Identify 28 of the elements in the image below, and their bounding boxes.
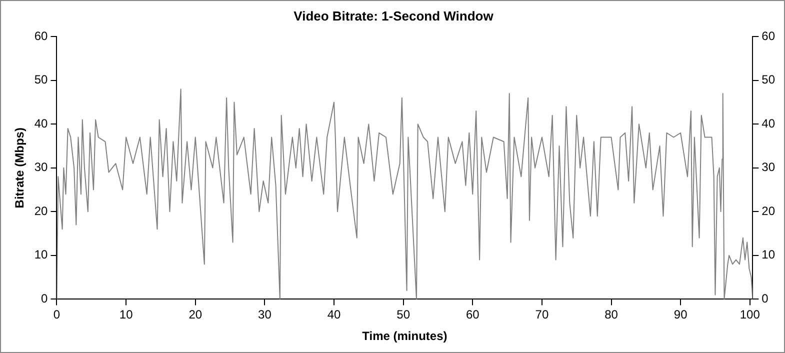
y-tick-label: 50 [34, 72, 48, 87]
x-tick-label: 30 [258, 308, 272, 322]
x-tick-label: 80 [604, 308, 618, 322]
y2-tick-label: 10 [762, 248, 776, 262]
y2-tick-label: 0 [762, 292, 769, 306]
x-tick-label: 70 [535, 308, 549, 322]
y-tick-label: 40 [34, 116, 48, 130]
y-tick-label: 20 [34, 204, 48, 218]
x-tick-label: 0 [53, 308, 60, 322]
x-tick-label: 10 [119, 308, 134, 322]
y2-tick-label: 50 [762, 72, 776, 87]
x-tick-label: 20 [188, 308, 202, 322]
y2-tick-label: 60 [762, 28, 776, 43]
y-axis-title: Bitrate (Mbps) [12, 128, 27, 208]
x-axis-title: Time (minutes) [362, 329, 448, 344]
y2-tick-label: 30 [762, 160, 776, 174]
y-tick-label: 60 [34, 28, 48, 43]
y2-tick-label: 40 [762, 116, 776, 130]
x-tick-label: 100 [740, 308, 760, 322]
y-tick-label: 30 [34, 160, 48, 174]
x-tick-label: 50 [396, 308, 410, 322]
x-tick-label: 90 [674, 308, 688, 322]
chart-title: Video Bitrate: 1-Second Window [294, 8, 494, 24]
y-tick-label: 10 [34, 248, 48, 262]
y-tick-label: 0 [41, 292, 48, 306]
y2-tick-label: 20 [762, 204, 776, 218]
x-tick-label: 60 [466, 308, 480, 322]
x-tick-label: 40 [327, 308, 341, 322]
